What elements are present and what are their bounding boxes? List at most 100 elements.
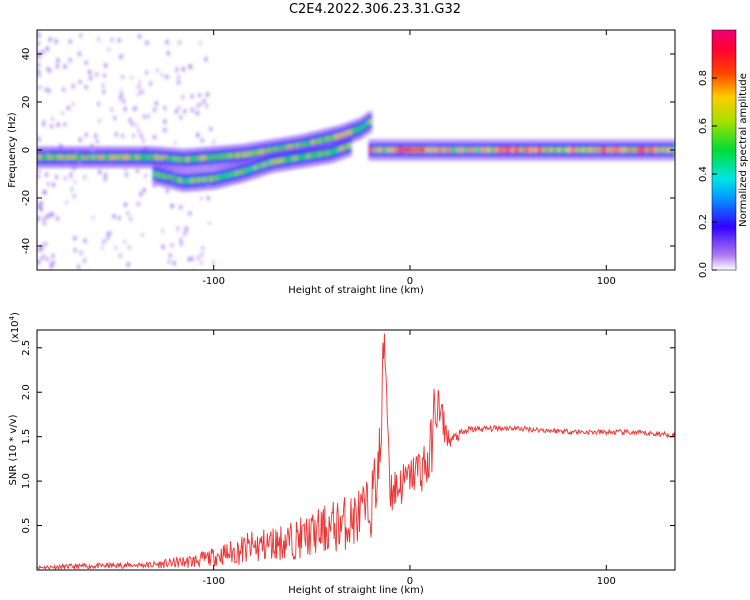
track-core-cell [176,156,180,162]
noise-cell [37,34,41,39]
track-core-cell [549,148,554,152]
noise-cell [142,188,146,193]
track-core-cell [308,140,312,147]
noise-cell [173,172,177,177]
track-core-cell [310,152,314,159]
noise-cell [52,260,55,265]
noise-cell [50,124,53,129]
track-core-cell [82,154,86,161]
noise-cell [71,102,75,107]
noise-cell [104,172,107,177]
track-core-cell [241,168,245,175]
noise-cell [48,37,52,42]
track-core-cell [226,153,231,159]
track-core-cell [255,149,259,156]
track-core-cell [252,150,256,156]
noise-cell [95,72,98,77]
spectrogram-ticks: -100 0 100 -40 -20 0 20 40 [21,30,675,287]
noise-cell [37,169,41,174]
noise-cell [107,159,110,164]
track-core-cell [201,155,206,161]
track-core-cell [98,154,102,161]
track-core-cell [170,155,174,162]
track-core-cell [498,147,502,153]
track-core-cell [274,146,278,153]
track-core-cell [156,171,160,178]
noise-cell [145,40,149,45]
track-core-cell [502,148,507,152]
track-core-cell [181,178,185,184]
noise-cell [152,183,156,188]
noise-cell [91,148,94,153]
track-core-cell [580,148,585,152]
track-core-cell [223,153,228,160]
track-core-cell [162,173,166,180]
track-core-cell [113,154,118,161]
track-core-cell [211,154,215,161]
track-core-cell [123,154,127,161]
track-core-cell [365,121,369,127]
spectral-track-2 [152,134,353,192]
track-core-cell [643,148,648,152]
snr-y-multiplier: (x104) [8,312,21,343]
track-core-cell [299,142,303,149]
track-core-cell [126,154,130,161]
track-core-cell [297,154,301,161]
noise-cell [37,260,40,265]
noise-cell [182,67,185,72]
track-core-cell [433,147,438,153]
noise-cell [61,111,65,116]
noise-cell [153,135,156,140]
track-core-cell [165,174,169,180]
noise-cell [37,41,40,46]
track-core-cell [73,154,77,161]
track-core-cell [329,149,333,156]
noise-cell [201,138,204,143]
noise-cell [177,105,181,110]
noise-cell [89,76,92,81]
track-core-cell [159,172,163,179]
track-core-cell [151,154,155,161]
track-core-cell [183,156,187,163]
noise-cell [163,106,167,111]
spectrogram-x-axis-label: Height of straight line (km) [288,285,424,296]
noise-cell [109,231,112,236]
track-core-cell [244,167,248,174]
spectrogram-x-tick-label: 100 [597,276,616,287]
track-core-cell [399,147,403,153]
track-core-cell [346,130,350,137]
track-core-cell [300,154,305,161]
noise-cell [129,216,132,221]
track-core-cell [270,147,275,153]
noise-cell [137,201,140,206]
noise-cell [43,254,46,259]
track-core-cell [195,155,199,162]
noise-cell [46,46,49,51]
noise-cell [169,253,172,258]
noise-cell [85,60,88,65]
track-core-cell [651,148,656,152]
noise-cell [44,87,48,92]
track-core-cell [44,154,49,161]
noise-cell [37,69,40,74]
noise-cell [190,94,194,99]
track-core-cell [319,151,323,157]
noise-cell [37,31,40,36]
noise-cell [139,192,143,197]
noise-cell [68,39,72,44]
track-core-cell [277,146,281,152]
track-core-cell [190,177,195,184]
noise-cell [38,201,42,206]
noise-cell [84,153,87,158]
noise-cell [144,146,148,151]
track-core-cell [212,175,217,182]
noise-cell [200,260,203,265]
noise-cell [41,50,45,55]
noise-cell [167,259,171,264]
noise-cell [118,96,122,101]
noise-cell [47,88,51,93]
noise-cell [188,211,192,216]
noise-cell [139,133,143,138]
noise-cell [56,58,60,63]
track-core-cell [446,147,451,153]
